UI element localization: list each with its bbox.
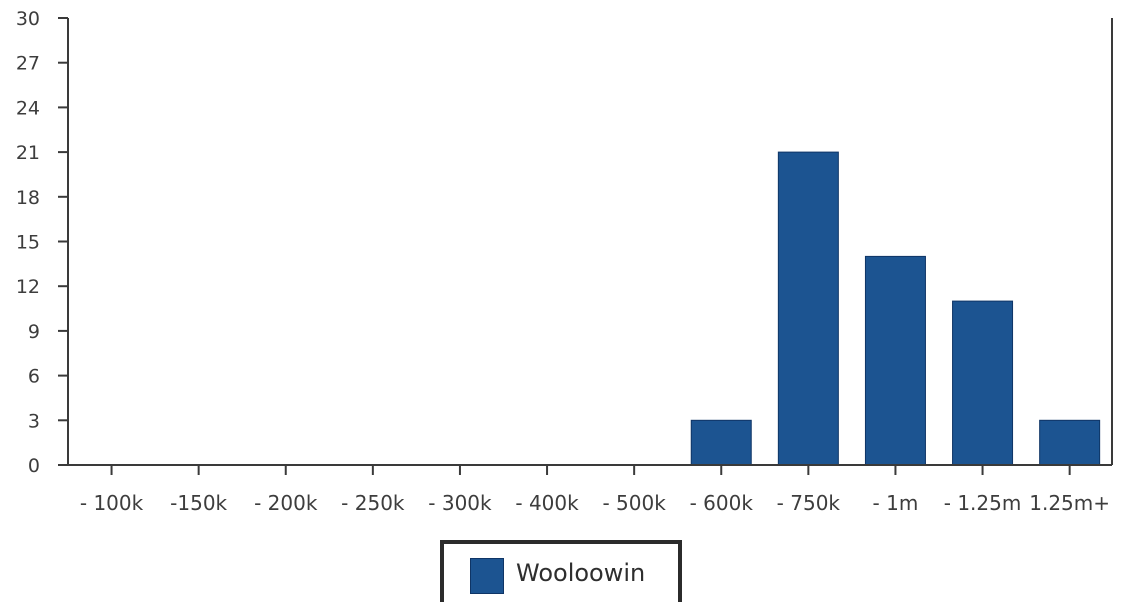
y-tick-label: 21 xyxy=(16,142,40,164)
x-tick-label: - 1m xyxy=(873,491,919,515)
y-tick-label: 18 xyxy=(16,187,40,209)
x-tick-label: - 100k xyxy=(80,491,144,515)
x-tick-label: - 200k xyxy=(254,491,318,515)
legend-label: Wooloowin xyxy=(516,559,646,587)
x-tick-label: - 600k xyxy=(690,491,754,515)
y-tick-label: 24 xyxy=(16,97,40,119)
bar xyxy=(690,419,752,466)
bar-series xyxy=(690,151,1101,466)
x-tick-label: - 300k xyxy=(428,491,492,515)
bar xyxy=(952,300,1014,466)
x-axis-ticks: - 100k -150k - 200k - 250k - 300k - 400k - 500… xyxy=(80,465,1110,515)
bar xyxy=(1039,419,1101,466)
y-tick-label: 9 xyxy=(28,321,40,343)
legend-swatch xyxy=(470,558,504,594)
y-tick-label: 3 xyxy=(28,410,40,432)
y-axis-ticks: 0 3 6 9 12 15 18 21 24 27 30 xyxy=(16,8,68,477)
y-tick-label: 0 xyxy=(28,455,40,477)
y-tick-label: 15 xyxy=(16,232,40,254)
y-tick-label: 27 xyxy=(16,53,40,75)
x-tick-label: - 750k xyxy=(777,491,841,515)
y-tick-label: 12 xyxy=(16,276,40,298)
x-tick-label: - 1.25m xyxy=(944,491,1022,515)
y-tick-label: 6 xyxy=(28,366,40,388)
bar xyxy=(864,255,926,466)
y-tick-label: 30 xyxy=(16,8,40,30)
bar-chart: 0 3 6 9 12 15 18 21 24 27 30 - 100k -150k - 200k - 25… xyxy=(16,8,1113,515)
bar xyxy=(777,151,839,466)
x-tick-label: - 500k xyxy=(602,491,666,515)
x-tick-label: -150k xyxy=(170,491,227,515)
x-tick-label: - 250k xyxy=(341,491,405,515)
x-tick-label: 1.25m+ xyxy=(1029,491,1110,515)
x-tick-label: - 400k xyxy=(515,491,579,515)
legend: Wooloowin xyxy=(440,540,682,602)
